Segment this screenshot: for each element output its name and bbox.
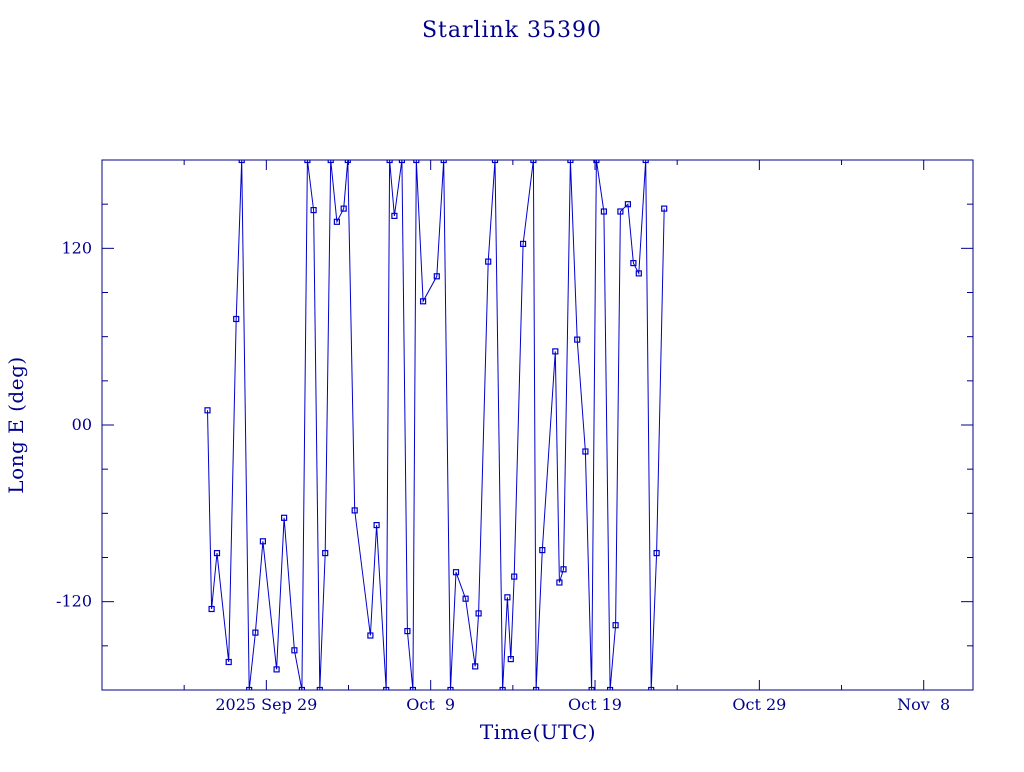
data-point	[298, 686, 305, 690]
data-point	[661, 205, 668, 212]
x-tick-label: Oct 19	[568, 695, 622, 714]
tick-labels: 2025 Sep 29 Oct 9 Oct 19 Oct 29 Nov 8 120 00 -1…	[56, 238, 950, 714]
data-point	[462, 595, 469, 602]
x-axis-title: Time(UTC)	[480, 720, 596, 744]
data-point	[560, 566, 567, 573]
data-point	[238, 160, 245, 164]
data-point	[420, 298, 427, 305]
data-point	[530, 160, 537, 164]
data-point	[507, 655, 514, 663]
data-point	[409, 686, 416, 690]
data-point	[532, 686, 540, 690]
x-tick-label: Oct 29	[732, 695, 786, 714]
y-tick-label: 120	[61, 238, 92, 257]
data-point	[588, 686, 595, 690]
series-layer	[204, 160, 668, 690]
data-point	[213, 549, 221, 557]
series-line	[207, 160, 665, 690]
data-point	[433, 273, 440, 280]
data-point	[556, 579, 563, 586]
data-point	[259, 538, 266, 545]
data-point	[398, 160, 405, 164]
data-point	[582, 448, 589, 455]
data-point	[648, 686, 655, 690]
data-point	[475, 610, 482, 617]
data-point	[593, 160, 600, 164]
data-point	[600, 208, 608, 215]
data-point	[574, 336, 581, 343]
data-point	[246, 686, 253, 690]
axis-ticks	[102, 160, 973, 690]
data-point	[225, 658, 232, 666]
data-point	[351, 507, 358, 514]
data-point	[208, 605, 215, 613]
data-point	[233, 315, 240, 323]
data-point	[340, 205, 347, 212]
data-point	[511, 573, 518, 580]
y-tick-label: -120	[56, 592, 92, 611]
data-point	[304, 160, 311, 164]
x-tick-label: 2025 Sep 29	[215, 695, 317, 714]
data-point	[383, 686, 390, 690]
x-tick-label: Nov 8	[897, 695, 950, 714]
plot-frame	[101, 159, 974, 691]
data-point	[499, 686, 506, 690]
data-point	[539, 546, 546, 554]
chart-title: Starlink 35390	[422, 18, 602, 43]
x-tick-label: Oct 9	[406, 695, 455, 714]
data-point	[447, 686, 454, 690]
data-point	[413, 160, 420, 164]
data-point	[344, 160, 351, 164]
data-point	[491, 160, 499, 164]
data-point	[653, 549, 660, 557]
data-point	[642, 160, 649, 164]
data-point	[386, 160, 393, 164]
data-point	[624, 201, 632, 208]
data-point	[316, 686, 323, 690]
data-point	[452, 569, 460, 576]
data-point	[612, 622, 619, 629]
data-point	[391, 212, 398, 219]
data-point	[440, 160, 447, 164]
y-tick-label: 00	[72, 415, 92, 434]
data-point	[630, 260, 637, 267]
data-point	[519, 240, 527, 247]
y-axis-title: Long E (deg)	[4, 356, 28, 493]
data-point	[606, 686, 614, 690]
data-point	[322, 549, 329, 557]
data-point	[504, 594, 511, 601]
data-point	[404, 627, 411, 635]
data-point	[204, 407, 211, 414]
data-point	[472, 663, 479, 670]
data-point	[617, 208, 624, 215]
data-point	[367, 632, 374, 639]
data-point	[567, 160, 574, 164]
data-point	[281, 514, 288, 521]
data-point	[485, 258, 492, 265]
data-point	[373, 521, 380, 529]
data-point	[252, 629, 259, 636]
data-point	[291, 647, 298, 654]
data-point	[310, 207, 317, 214]
data-point	[333, 218, 340, 225]
data-point	[273, 666, 280, 673]
data-point	[552, 348, 559, 355]
data-point	[635, 270, 642, 277]
data-point	[327, 160, 334, 164]
